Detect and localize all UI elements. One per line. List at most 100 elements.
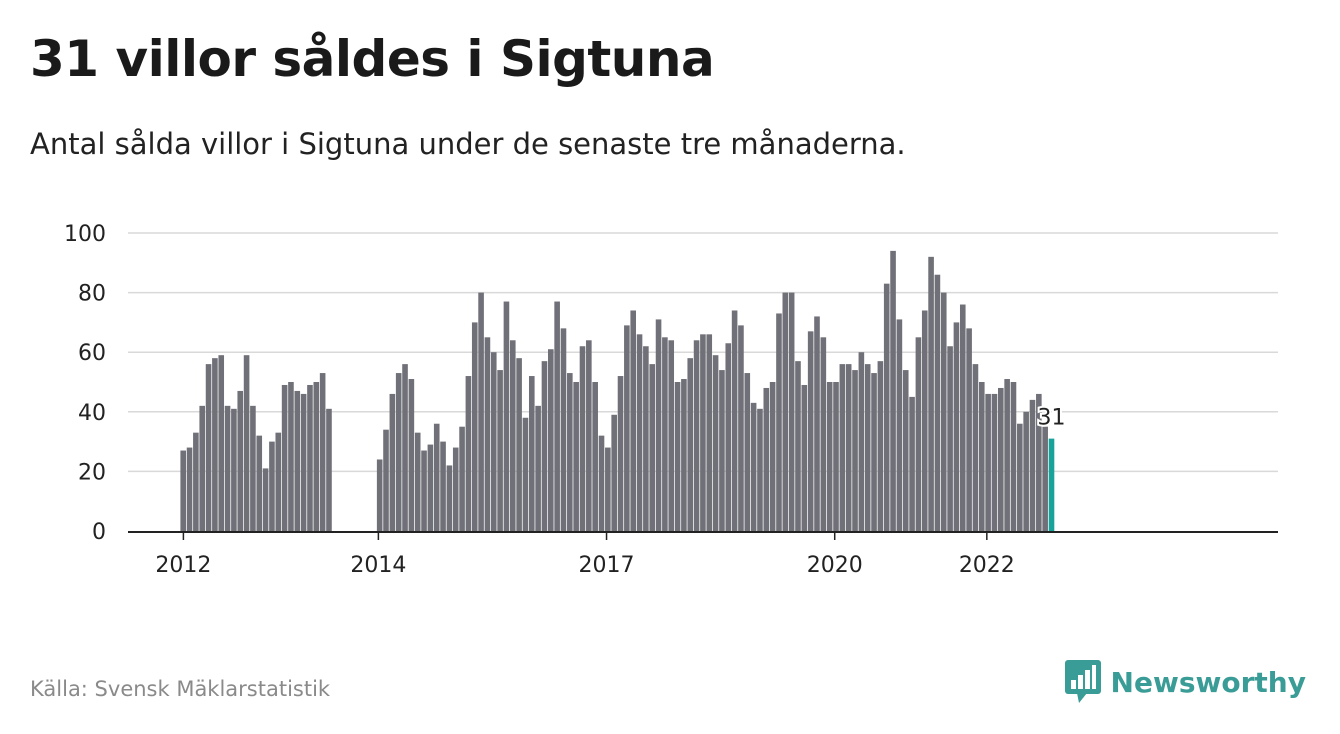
y-tick-label: 40 xyxy=(78,401,106,426)
bar xyxy=(934,274,941,531)
bar xyxy=(427,444,434,531)
bar xyxy=(224,405,231,531)
bar xyxy=(807,331,814,531)
bar xyxy=(820,337,827,531)
bar xyxy=(915,337,922,531)
last-value-label: 31 xyxy=(1038,406,1066,431)
bar xyxy=(801,384,808,531)
y-tick-label: 80 xyxy=(78,282,106,307)
bar xyxy=(833,382,839,531)
highlighted-bar xyxy=(1048,438,1055,531)
bar xyxy=(573,382,579,531)
x-tick-label: 2014 xyxy=(350,553,406,578)
bar xyxy=(890,250,896,531)
brand-name: Newsworthy xyxy=(1110,665,1306,699)
bar xyxy=(452,447,459,531)
bar xyxy=(186,447,193,531)
bar xyxy=(408,379,415,531)
bar xyxy=(402,364,408,531)
bar xyxy=(421,450,427,531)
bar xyxy=(579,346,586,531)
x-tick-label: 2017 xyxy=(579,553,635,578)
bar xyxy=(738,325,744,531)
bar xyxy=(681,379,687,531)
bar xyxy=(788,292,795,531)
bar xyxy=(1029,399,1036,531)
bar xyxy=(376,459,383,531)
bar xyxy=(864,364,871,531)
bar xyxy=(947,346,953,531)
bar xyxy=(218,355,225,531)
bar xyxy=(909,396,915,531)
bar xyxy=(326,408,332,531)
brand-logo[interactable]: Newsworthy xyxy=(1064,660,1306,704)
bar xyxy=(858,352,865,531)
bar xyxy=(706,334,713,531)
bar xyxy=(624,325,630,531)
bar xyxy=(687,358,694,531)
bar xyxy=(852,370,858,531)
bar xyxy=(180,450,186,531)
bar xyxy=(586,340,592,531)
x-tick-label: 2020 xyxy=(807,553,863,578)
x-tick-label: 2012 xyxy=(155,553,211,578)
bar xyxy=(1017,423,1023,531)
bar xyxy=(535,405,541,531)
bar xyxy=(662,337,668,531)
bar-chart-speech-bubble-icon xyxy=(1064,660,1101,703)
bar xyxy=(1010,382,1017,531)
bar xyxy=(262,468,269,531)
bar xyxy=(883,283,890,531)
bar xyxy=(940,292,947,531)
bar xyxy=(243,355,250,531)
bar xyxy=(541,361,548,531)
chart-subtitle: Antal sålda villor i Sigtuna under de se… xyxy=(30,127,906,161)
bar xyxy=(978,382,985,531)
source-note: Källa: Svensk Mäklarstatistik xyxy=(30,677,331,701)
bar xyxy=(294,390,301,531)
bar xyxy=(490,352,497,531)
bar xyxy=(674,382,681,531)
bar xyxy=(446,465,453,531)
bar xyxy=(471,322,478,531)
bar xyxy=(389,393,396,531)
bar xyxy=(395,373,402,531)
bar xyxy=(592,382,598,531)
bar xyxy=(548,349,554,531)
bar xyxy=(643,346,649,531)
bar xyxy=(617,376,624,531)
bar xyxy=(300,393,307,531)
bar xyxy=(630,310,636,531)
bar xyxy=(509,340,516,531)
y-tick-label: 0 xyxy=(92,520,106,545)
bar xyxy=(921,310,928,531)
bar xyxy=(1004,379,1010,531)
bar xyxy=(522,417,529,531)
bar xyxy=(484,337,491,531)
bar xyxy=(503,301,510,531)
bar xyxy=(560,328,567,531)
bar xyxy=(516,358,522,531)
bar xyxy=(199,405,206,531)
bar xyxy=(567,373,573,531)
bar xyxy=(928,256,934,531)
bar xyxy=(902,370,909,531)
bar xyxy=(966,328,972,531)
bar xyxy=(744,373,751,531)
bar xyxy=(440,441,446,531)
bar xyxy=(795,361,801,531)
bar xyxy=(281,384,288,531)
y-tick-label: 60 xyxy=(78,341,106,366)
bar xyxy=(839,364,846,531)
bar xyxy=(1023,411,1029,531)
bar xyxy=(776,313,782,531)
bar xyxy=(700,334,706,531)
bar xyxy=(972,364,979,531)
bar xyxy=(433,423,440,531)
bar xyxy=(959,304,966,531)
bar xyxy=(1036,393,1042,531)
y-tick-label: 20 xyxy=(78,460,106,485)
bar xyxy=(769,382,776,531)
bar xyxy=(414,432,421,531)
chart-title: 31 villor såldes i Sigtuna xyxy=(30,30,715,88)
